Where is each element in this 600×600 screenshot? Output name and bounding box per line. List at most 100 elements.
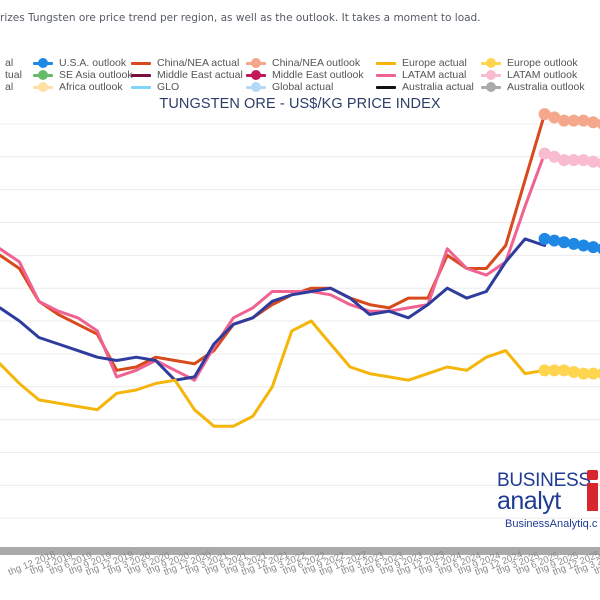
data-point[interactable] [73, 547, 82, 555]
data-point[interactable] [538, 108, 551, 121]
legend-item[interactable]: Africa outlook [32, 81, 123, 93]
series-line[interactable] [0, 152, 547, 382]
data-point[interactable] [596, 243, 600, 255]
legend-item[interactable]: LATAM actual [375, 69, 466, 81]
data-point[interactable] [25, 547, 34, 555]
legend-item[interactable]: Middle East actual [130, 69, 243, 81]
data-point[interactable] [180, 547, 189, 555]
data-point[interactable] [433, 547, 442, 555]
data-point[interactable] [579, 547, 588, 555]
data-point[interactable] [521, 547, 530, 555]
data-point[interactable] [577, 367, 590, 380]
data-point[interactable] [83, 547, 92, 555]
data-point[interactable] [209, 547, 218, 555]
data-point[interactable] [548, 234, 561, 247]
data-point[interactable] [102, 547, 111, 555]
data-point[interactable] [229, 547, 238, 555]
data-point[interactable] [5, 547, 14, 555]
data-point[interactable] [560, 547, 569, 555]
data-point[interactable] [219, 547, 228, 555]
data-point[interactable] [577, 239, 590, 252]
data-point[interactable] [548, 364, 561, 377]
data-point[interactable] [462, 547, 471, 555]
data-point[interactable] [346, 547, 355, 555]
data-point[interactable] [558, 154, 571, 167]
legend-item[interactable]: al [0, 81, 13, 93]
data-point[interactable] [93, 547, 102, 555]
data-point[interactable] [567, 114, 580, 127]
data-point[interactable] [278, 547, 287, 555]
data-point[interactable] [453, 547, 462, 555]
data-point[interactable] [596, 157, 600, 169]
data-point[interactable] [558, 114, 571, 127]
data-point[interactable] [64, 547, 73, 555]
data-point[interactable] [482, 547, 491, 555]
series-line[interactable] [0, 237, 547, 382]
legend-item[interactable]: tual [0, 69, 22, 81]
data-point[interactable] [540, 547, 549, 555]
data-point[interactable] [239, 547, 248, 555]
data-point[interactable] [326, 547, 335, 555]
data-point[interactable] [54, 547, 63, 555]
data-point[interactable] [587, 155, 600, 168]
legend-item[interactable]: Europe actual [375, 57, 467, 69]
data-point[interactable] [355, 547, 364, 555]
data-point[interactable] [472, 547, 481, 555]
data-point[interactable] [190, 547, 199, 555]
legend-item[interactable]: China/NEA actual [130, 57, 239, 69]
data-point[interactable] [569, 547, 578, 555]
data-point[interactable] [248, 547, 257, 555]
data-point[interactable] [297, 547, 306, 555]
data-point[interactable] [287, 547, 296, 555]
data-point[interactable] [15, 547, 24, 555]
legend-item[interactable]: Middle East outlook [245, 69, 364, 81]
legend-item[interactable]: Australia outlook [480, 81, 585, 93]
legend-item[interactable]: al [0, 57, 13, 69]
data-point[interactable] [538, 364, 551, 377]
data-point[interactable] [414, 547, 423, 555]
data-point[interactable] [443, 547, 452, 555]
data-point[interactable] [307, 547, 316, 555]
data-point[interactable] [365, 547, 374, 555]
legend-item[interactable]: Australia actual [375, 81, 474, 93]
legend-item[interactable]: China/NEA outlook [245, 57, 360, 69]
data-point[interactable] [511, 547, 520, 555]
data-point[interactable] [587, 116, 600, 129]
data-point[interactable] [548, 111, 561, 124]
data-point[interactable] [141, 547, 150, 555]
data-point[interactable] [567, 154, 580, 167]
data-point[interactable] [268, 547, 277, 555]
data-point[interactable] [258, 547, 267, 555]
data-point[interactable] [538, 147, 551, 160]
data-point[interactable] [171, 547, 180, 555]
series-line[interactable] [0, 112, 547, 372]
data-point[interactable] [567, 237, 580, 250]
legend-item[interactable]: U.S.A. outlook [32, 57, 126, 69]
data-point[interactable] [34, 547, 43, 555]
data-point[interactable] [375, 547, 384, 555]
data-point[interactable] [423, 547, 432, 555]
data-point[interactable] [548, 150, 561, 163]
data-point[interactable] [404, 547, 413, 555]
data-point[interactable] [589, 547, 598, 555]
data-point[interactable] [151, 547, 160, 555]
legend-item[interactable]: Global actual [245, 81, 333, 93]
data-point[interactable] [596, 368, 600, 380]
data-point[interactable] [316, 547, 325, 555]
data-point[interactable] [538, 232, 551, 245]
legend-item[interactable]: LATAM outlook [480, 69, 577, 81]
data-point[interactable] [200, 547, 209, 555]
data-point[interactable] [491, 547, 500, 555]
data-point[interactable] [530, 547, 539, 555]
data-point[interactable] [577, 114, 590, 127]
data-point[interactable] [577, 154, 590, 167]
data-point[interactable] [161, 547, 170, 555]
data-point[interactable] [122, 547, 131, 555]
data-point[interactable] [550, 547, 559, 555]
data-point[interactable] [385, 547, 393, 555]
series-line[interactable] [0, 319, 547, 428]
data-point[interactable] [0, 547, 4, 555]
legend-item[interactable]: GLO [130, 81, 179, 93]
data-point[interactable] [394, 547, 403, 555]
legend-item[interactable]: SE Asia outlook [32, 69, 133, 81]
